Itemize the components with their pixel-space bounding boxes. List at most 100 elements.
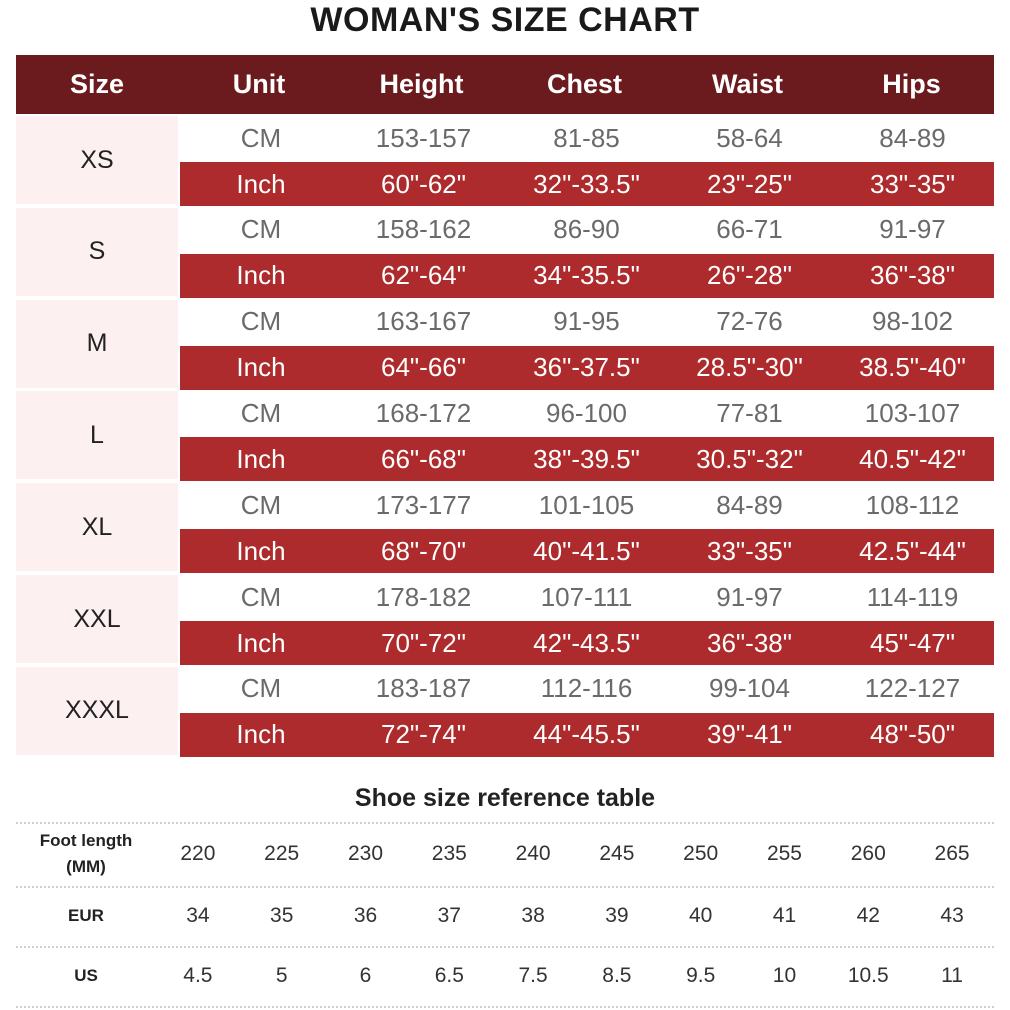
cell-hips: 98-102: [872, 306, 953, 337]
shoe-row-label: EUR: [16, 903, 156, 929]
cell-unit: Inch: [236, 260, 286, 291]
shoe-value: 34: [186, 904, 210, 927]
cell-chest: 32"-33.5": [533, 168, 640, 199]
cell-chest: 81-85: [553, 122, 620, 153]
size-row-inch: Inch 64"-66" 36"-37.5" 28.5"-30" 38.5"-40": [180, 345, 994, 390]
shoe-value: 10: [772, 964, 797, 987]
cell-chest: 86-90: [553, 214, 620, 245]
shoe-value: 240: [515, 842, 551, 865]
shoe-value: 255: [766, 842, 802, 865]
size-label-cell: S: [16, 207, 178, 296]
cell-hips: 108-112: [865, 489, 960, 520]
size-row-inch: Inch 60"-62" 32"-33.5" 23"-25" 33"-35": [180, 162, 994, 206]
cell-waist: 30.5"-32": [696, 443, 803, 474]
cell-chest: 38"-39.5": [533, 443, 640, 474]
shoe-value: 40: [689, 904, 713, 927]
cell-hips: 84-89: [879, 122, 946, 153]
cell-hips: 40.5"-42": [859, 443, 966, 474]
cell-height: 68"-70": [381, 535, 466, 566]
cell-waist: 39"-41": [707, 719, 792, 750]
cell-height: 183-187: [375, 673, 472, 704]
shoe-value: 41: [772, 904, 797, 927]
cell-height: 60"-62": [381, 168, 466, 199]
shoe-value: 230: [347, 842, 384, 865]
cell-hips: 36"-38": [870, 260, 955, 291]
shoe-value: 35: [270, 904, 294, 927]
size-row-inch: Inch 66"-68" 38"-39.5" 30.5"-32" 40.5"-42": [180, 437, 994, 482]
cell-waist: 91-97: [716, 581, 783, 612]
shoe-value: 9.5: [686, 964, 716, 987]
cell-height: 64"-66": [381, 352, 466, 383]
cell-unit: CM: [240, 489, 282, 520]
header-unit: Unit: [232, 69, 286, 99]
size-row-inch: Inch 70"-72" 42"-43.5" 36"-38" 45"-47": [180, 621, 994, 665]
cell-hips: 48"-50": [870, 719, 955, 750]
cell-hips: 38.5"-40": [859, 352, 966, 383]
chart-title: WOMAN'S SIZE CHART: [310, 1, 700, 39]
cell-chest: 112-116: [540, 673, 633, 704]
shoe-value: 42: [856, 904, 880, 927]
cell-unit: CM: [240, 122, 282, 153]
size-label-cell: L: [16, 391, 178, 480]
size-row-inch: Inch 62"-64" 34"-35.5" 26"-28" 36"-38": [180, 253, 994, 298]
cell-waist: 23"-25": [707, 168, 792, 199]
cell-chest: 34"-35.5": [533, 260, 640, 291]
size-row-cm: CM 168-172 96-100 77-81 103-107: [180, 391, 994, 436]
cell-unit: Inch: [236, 535, 286, 566]
size-row-cm: CM 158-162 86-90 66-71 91-97: [180, 207, 994, 252]
row-divider: [16, 886, 994, 888]
shoe-value: 36: [353, 904, 378, 927]
cell-chest: 101-105: [538, 489, 635, 520]
cell-unit: CM: [240, 306, 282, 337]
shoe-table-title: Shoe size reference table: [354, 784, 656, 812]
shoe-row-label-line1: Foot length: [39, 831, 133, 850]
shoe-value: 250: [683, 842, 719, 865]
cell-height: 163-167: [375, 306, 472, 337]
shoe-row-label: Foot length (MM): [16, 828, 156, 880]
size-row-cm: CM 163-167 91-95 72-76 98-102: [180, 299, 994, 344]
cell-waist: 58-64: [716, 122, 783, 153]
shoe-row: US 4.5 5 6 6.5 7.5 8.5 9.5 10 10.5 11: [16, 946, 994, 1006]
size-label-cell: XS: [16, 116, 178, 204]
header-height: Height: [379, 69, 464, 99]
cell-waist: 26"-28": [707, 260, 792, 291]
cell-unit: CM: [240, 214, 282, 245]
shoe-row: Foot length (MM) 220 225 230 235 240 245 250 255 2…: [16, 824, 994, 884]
cell-height: 158-162: [375, 214, 472, 245]
size-row-cm: CM 178-182 107-111 91-97 114-119: [180, 575, 994, 619]
shoe-value: 43: [940, 904, 964, 927]
cell-height: 178-182: [375, 581, 472, 612]
row-divider: [16, 822, 994, 824]
cell-unit: Inch: [236, 168, 286, 199]
shoe-row: EUR 34 35 36 37 38 39 40 41 42 43: [16, 886, 994, 946]
cell-height: 66"-68": [381, 443, 466, 474]
size-row-cm: CM 173-177 101-105 84-89 108-112: [180, 483, 994, 528]
shoe-value: 39: [605, 904, 629, 927]
size-row-inch: Inch 72"-74" 44"-45.5" 39"-41" 48"-50": [180, 712, 994, 757]
shoe-value: 37: [437, 904, 461, 927]
shoe-value: 260: [850, 842, 886, 865]
cell-hips: 122-127: [864, 673, 961, 704]
size-row-cm: CM 153-157 81-85 58-64 84-89: [180, 116, 994, 160]
shoe-value: 245: [599, 842, 635, 865]
size-label-cell: XXXL: [16, 666, 178, 755]
cell-unit: Inch: [236, 627, 286, 658]
cell-waist: 28.5"-30": [696, 352, 803, 383]
shoe-value: 10.5: [847, 964, 889, 987]
cell-height: 168-172: [375, 397, 472, 428]
size-row-cm: CM 183-187 112-116 99-104 122-127: [180, 666, 994, 711]
cell-waist: 84-89: [716, 489, 783, 520]
cell-height: 72"-74": [381, 719, 466, 750]
shoe-value: 5: [275, 964, 288, 987]
size-row-inch: Inch 68"-70" 40"-41.5" 33"-35" 42.5"-44": [180, 529, 994, 574]
cell-chest: 96-100: [546, 397, 627, 428]
header-hips: Hips: [882, 69, 941, 99]
shoe-value: 225: [264, 842, 300, 865]
cell-chest: 91-95: [553, 306, 620, 337]
cell-unit: CM: [240, 397, 282, 428]
size-label-cell: XXL: [16, 575, 178, 663]
shoe-value: 4.5: [183, 964, 213, 987]
cell-unit: CM: [240, 581, 282, 612]
size-label-cell: M: [16, 299, 178, 388]
shoe-value: 6.5: [434, 964, 464, 987]
